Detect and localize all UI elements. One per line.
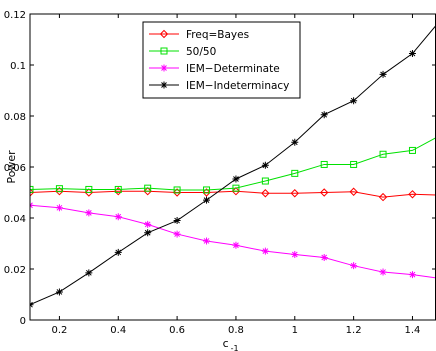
- legend-marker: [160, 47, 168, 55]
- data-point: [261, 247, 269, 255]
- axis-ticks: 0 0.02 0.04 0.06 0.08 0.1 0.12 0.2 0.4 0.6 0.8 1 1.2…: [4, 10, 436, 336]
- data-point: [84, 188, 94, 197]
- y-tick-label: 0.12: [4, 10, 26, 21]
- legend: Freq=Bayes 50/50 IEM−Determinate IEM−Indete…: [142, 21, 301, 99]
- x-tick-label: 0.6: [169, 325, 185, 336]
- data-point: [202, 188, 211, 197]
- data-point: [172, 188, 182, 197]
- series-clip-group: [30, 25, 436, 309]
- data-point: [203, 237, 211, 245]
- data-point: [55, 204, 63, 212]
- data-point: [379, 70, 387, 78]
- y-tick-label: 0.04: [4, 214, 26, 225]
- series-line: [30, 204, 436, 279]
- data-point: [320, 111, 328, 119]
- data-point: [320, 160, 328, 168]
- data-point: [143, 187, 152, 196]
- data-point: [378, 192, 388, 202]
- y-tick-label: 0: [20, 316, 26, 327]
- data-point: [379, 268, 387, 276]
- legend-label: Freq=Bayes: [186, 29, 249, 41]
- x-tick-label: 1: [292, 325, 298, 336]
- y-tick-label: 0.08: [4, 112, 26, 123]
- legend-label: IEM−Indeterminacy: [186, 80, 289, 92]
- data-point: [379, 150, 387, 158]
- data-point: [408, 146, 416, 154]
- x-tick-label: 0.4: [110, 325, 126, 336]
- data-point: [408, 271, 416, 279]
- data-point: [85, 185, 93, 193]
- data-point: [350, 262, 358, 270]
- legend-marker: [159, 29, 169, 39]
- data-point: [203, 186, 211, 194]
- data-point: [261, 189, 270, 198]
- data-point: [173, 230, 181, 238]
- y-axis-label: Power: [5, 150, 18, 184]
- data-point: [350, 97, 358, 105]
- data-point: [232, 184, 240, 192]
- data-point: [291, 250, 299, 258]
- data-point: [114, 213, 122, 221]
- y-tick-label: 0.06: [4, 163, 26, 174]
- data-point: [114, 185, 122, 193]
- data-point: [55, 185, 63, 193]
- x-axis-label: c: [223, 337, 229, 350]
- legend-marker: [160, 64, 168, 72]
- data-point: [291, 169, 299, 177]
- data-point: [231, 187, 241, 196]
- data-point: [144, 229, 152, 237]
- x-tick-label: 0.2: [51, 325, 67, 336]
- data-point: [350, 160, 358, 168]
- legend-label: 50/50: [186, 46, 216, 58]
- data-point: [408, 190, 417, 199]
- data-point: [349, 187, 358, 196]
- data-point: [85, 269, 93, 277]
- data-point: [319, 188, 329, 197]
- data-point: [261, 177, 269, 185]
- x-tick-label: 1.4: [405, 325, 421, 336]
- data-point: [173, 217, 181, 225]
- data-point: [114, 187, 123, 196]
- y-tick-label: 0.02: [4, 265, 26, 276]
- data-point: [144, 184, 152, 192]
- data-point: [55, 187, 64, 196]
- data-point: [85, 209, 93, 217]
- data-point: [320, 254, 328, 262]
- data-point: [291, 138, 299, 146]
- series-2: [30, 201, 436, 279]
- data-point: [232, 175, 240, 183]
- series-3: [30, 25, 436, 309]
- data-point: [144, 220, 152, 228]
- data-point: [173, 186, 181, 194]
- data-point: [114, 248, 122, 256]
- data-point: [408, 50, 416, 58]
- x-tick-label: 1.2: [346, 325, 362, 336]
- data-point: [203, 196, 211, 204]
- series-line: [30, 137, 436, 191]
- data-point: [290, 189, 299, 198]
- y-tick-label: 0.1: [10, 61, 26, 72]
- data-point: [261, 161, 269, 169]
- x-axis-label-subscript: -1: [231, 344, 239, 351]
- x-tick-label: 0.8: [228, 325, 244, 336]
- data-point: [30, 188, 35, 197]
- data-point: [30, 185, 34, 193]
- series-1: [30, 137, 436, 194]
- data-point: [232, 241, 240, 249]
- legend-marker: [160, 81, 168, 89]
- data-point: [55, 288, 63, 296]
- series-layer: [30, 25, 436, 309]
- legend-label: IEM−Determinate: [186, 63, 280, 75]
